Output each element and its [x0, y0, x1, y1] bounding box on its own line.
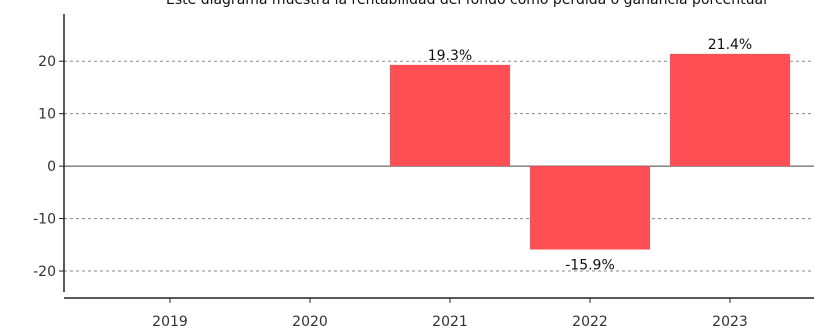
bar-2022 — [530, 166, 650, 250]
x-axis-ticks: 2019 2020 2021 2022 2023 — [152, 298, 748, 330]
y-axis-ticks: 20 10 0 -10 -20 — [33, 54, 64, 280]
bars — [390, 53, 790, 250]
y-tick-label: -20 — [33, 264, 56, 280]
data-label-2022: -15.9% — [565, 258, 615, 274]
x-tick-label: 2023 — [712, 314, 748, 330]
x-tick-label: 2021 — [432, 314, 468, 330]
bar-2021 — [390, 64, 510, 167]
chart-title: Este diagrama muestra la rentabilidad de… — [166, 0, 767, 8]
bar-2023 — [670, 53, 790, 167]
y-tick-label: 20 — [38, 54, 56, 70]
data-label-2023: 21.4% — [708, 37, 752, 53]
x-tick-label: 2022 — [572, 314, 608, 330]
y-tick-label: 10 — [38, 107, 56, 123]
x-tick-label: 2020 — [292, 314, 328, 330]
data-labels: 19.3% -15.9% 21.4% — [428, 37, 752, 274]
x-tick-label: 2019 — [152, 314, 188, 330]
y-tick-label: 0 — [47, 159, 56, 175]
y-tick-label: -10 — [33, 212, 56, 228]
data-label-2021: 19.3% — [428, 48, 472, 64]
